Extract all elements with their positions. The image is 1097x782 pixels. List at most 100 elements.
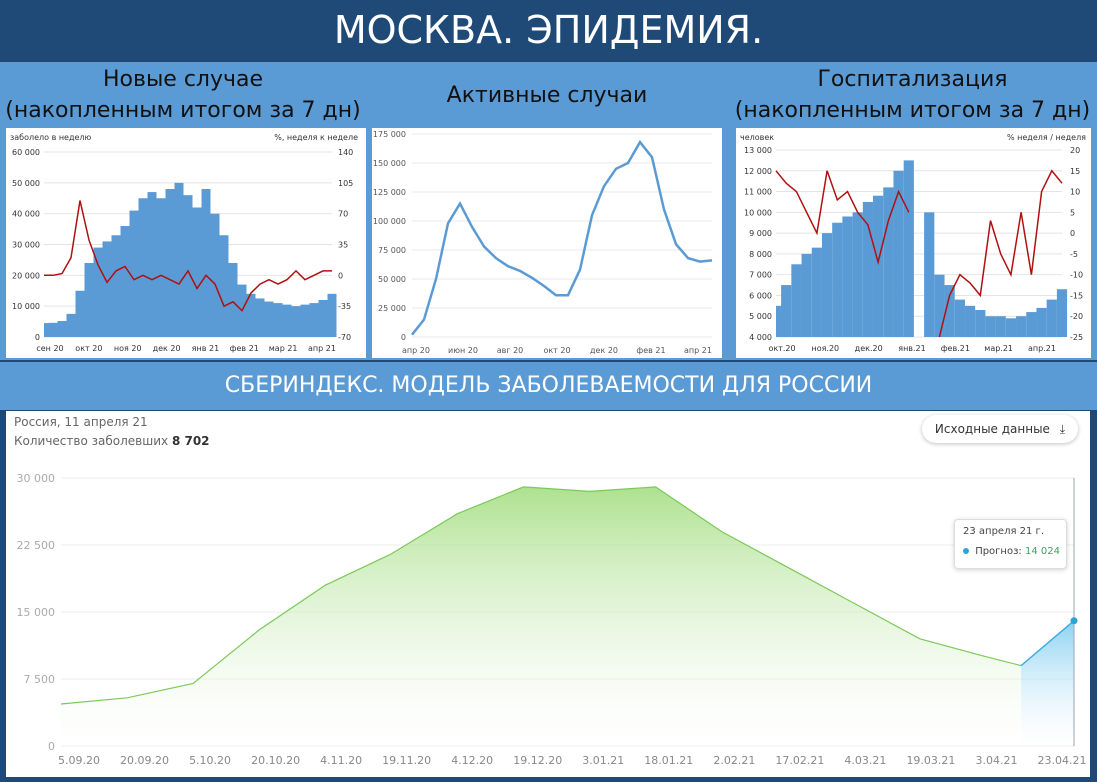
y2-axis-label: %, неделя к неделе — [274, 133, 358, 142]
y-tick-label: 15 000 — [17, 606, 56, 619]
y-tick-label: 0 — [401, 333, 406, 342]
bar — [219, 235, 229, 337]
y-tick-label: 75 000 — [378, 246, 406, 255]
y2-tick-label: -5 — [1070, 250, 1078, 259]
download-icon: ⤓ — [1059, 422, 1066, 436]
count-line: Количество заболевших 8 702 — [14, 434, 210, 448]
bar — [264, 301, 274, 337]
y2-tick-label: -25 — [1070, 333, 1083, 342]
bar — [1026, 312, 1037, 337]
y-tick-label: 30 000 — [17, 472, 56, 485]
bar — [318, 300, 328, 337]
x-tick-label: 23.04.21 — [1038, 754, 1087, 767]
x-tick-label: апр 21 — [684, 346, 712, 355]
x-tick-label: 19.12.20 — [513, 754, 562, 767]
forecast-point — [1070, 617, 1078, 625]
x-tick-label: 19.03.21 — [906, 754, 955, 767]
forecast-tooltip: 23 апреля 21 г. Прогноз: 14 024 — [954, 519, 1067, 569]
bar — [93, 247, 103, 337]
x-tick-label: мар.21 — [984, 344, 1013, 353]
y2-tick-label: -35 — [338, 302, 351, 311]
x-tick-label: фев 21 — [636, 346, 665, 355]
bar — [1056, 289, 1068, 337]
y-tick-label: 50 000 — [12, 179, 40, 188]
x-tick-label: 4.12.20 — [451, 754, 493, 767]
y2-tick-label: 140 — [338, 148, 353, 157]
bar — [781, 285, 792, 337]
download-raw-data-button[interactable]: Исходные данные ⤓ — [922, 415, 1078, 443]
y-tick-label: 10 000 — [12, 302, 40, 311]
bar — [120, 226, 130, 337]
y2-tick-label: 0 — [338, 271, 343, 280]
y2-tick-label: -10 — [1070, 271, 1083, 280]
download-label: Исходные данные — [934, 422, 1050, 436]
y-tick-label: 10 000 — [744, 208, 772, 217]
bar — [156, 198, 166, 337]
bar — [862, 201, 874, 337]
bar — [192, 207, 202, 337]
bar — [165, 189, 175, 337]
bar — [147, 192, 157, 337]
bar — [883, 187, 894, 337]
bar — [903, 160, 914, 337]
hosp-chart: человек % неделя / неделя 4 000 5 000 6 000 7… — [740, 133, 1086, 353]
active-cases-title: Активные случаи — [446, 83, 648, 108]
y2-tick-label: 0 — [1070, 229, 1075, 238]
tooltip-value: 14 024 — [1024, 546, 1060, 557]
region-date: Россия, 11 апреля 21 — [14, 415, 148, 429]
bar — [102, 241, 112, 337]
bar — [975, 309, 986, 337]
y2-tick-label: 20 — [1070, 146, 1080, 155]
bar — [273, 303, 283, 337]
y-axis-label: заболело в неделю — [10, 133, 92, 142]
section-title: СБЕРИНДЕКС. МОДЕЛЬ ЗАБОЛЕВАЕМОСТИ ДЛЯ РО… — [0, 362, 1097, 410]
bar — [791, 264, 802, 337]
bar — [821, 233, 833, 337]
y-tick-label: 12 000 — [744, 167, 772, 176]
x-tick-label: 4.03.21 — [844, 754, 886, 767]
y-tick-label: 20 000 — [12, 271, 40, 280]
count-label: Количество заболевших — [14, 434, 169, 448]
hosp-title: Госпитализация (накопленным итогом за 7 … — [728, 64, 1097, 126]
bar — [842, 216, 853, 337]
bar — [300, 304, 310, 337]
y2-tick-label: 5 — [1070, 208, 1075, 217]
active-cases-chart: 0 25 000 50 000 75 000 100 000 125 000 150 000… — [373, 130, 713, 355]
weekly-change-line — [44, 200, 332, 312]
x-tick-label: июн 20 — [448, 346, 478, 355]
bar — [1005, 318, 1017, 337]
y-tick-label: 50 000 — [378, 275, 406, 284]
new-cases-title: Новые случае (накопленным итогом за 7 дн… — [0, 64, 366, 126]
bar — [210, 213, 220, 337]
x-tick-label: фев.21 — [941, 344, 970, 353]
y-tick-label: 5 000 — [749, 312, 772, 321]
sberindex-chart: 0 7 500 15 000 22 500 30 000 5.09.20 20.09.20 5… — [17, 472, 1087, 767]
x-tick-label: окт 20 — [543, 346, 570, 355]
x-tick-label: 3.04.21 — [975, 754, 1017, 767]
cases-area — [61, 486, 1022, 746]
page-title: МОСКВА. ЭПИДЕМИЯ. — [0, 0, 1097, 60]
y2-tick-label: 10 — [1070, 188, 1080, 197]
y-tick-label: 0 — [48, 740, 55, 753]
weekly-change-line — [938, 169, 1063, 338]
forecast-line — [1020, 620, 1075, 667]
bar — [183, 195, 193, 337]
y2-tick-label: 105 — [338, 179, 353, 188]
x-tick-label: сен 20 — [36, 344, 63, 353]
bar — [174, 182, 184, 337]
bar — [1016, 316, 1027, 337]
x-tick-label: 2.02.21 — [713, 754, 755, 767]
x-tick-label: 18.01.21 — [644, 754, 693, 767]
bar — [111, 235, 121, 337]
y-tick-label: 6 000 — [749, 291, 772, 300]
x-tick-label: янв.21 — [898, 344, 925, 353]
hosp-title-line1: Госпитализация — [817, 67, 1008, 92]
bar — [138, 198, 148, 337]
bar — [48, 322, 58, 337]
new-cases-title-line1: Новые случае — [102, 67, 264, 92]
bar — [811, 247, 822, 337]
bar — [1046, 299, 1057, 337]
x-tick-label: дек 20 — [590, 346, 618, 355]
y-tick-label: 40 000 — [12, 210, 40, 219]
tooltip-label: Прогноз: — [975, 546, 1022, 557]
